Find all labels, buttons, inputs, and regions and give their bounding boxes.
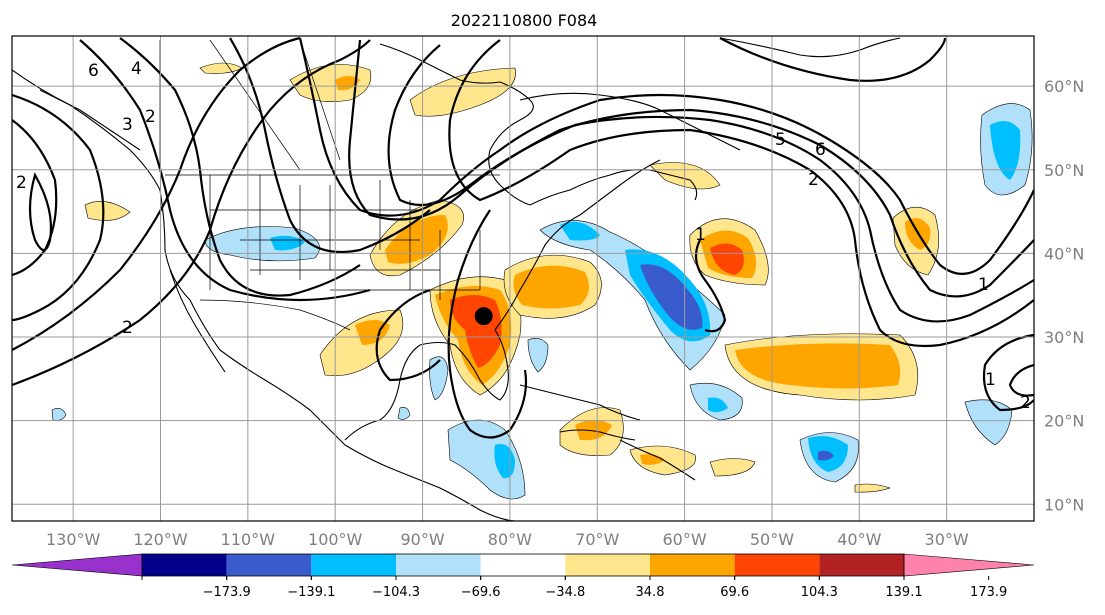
contour-label: 2 — [808, 170, 819, 190]
colorbar-segment — [396, 554, 481, 576]
negative-anomaly-region — [527, 338, 549, 373]
negative-anomaly-region — [560, 221, 600, 241]
positive-anomaly-region — [640, 454, 665, 465]
longitude-tick-label: 80°W — [488, 530, 532, 549]
contour-label: 2 — [122, 318, 133, 338]
latitude-tick-label: 40°N — [1044, 244, 1084, 263]
positive-anomaly-region — [575, 420, 612, 441]
contour-label: 1 — [695, 225, 706, 245]
colorbar-extend-min — [11, 553, 143, 577]
map-title: 2022110800 F084 — [451, 11, 598, 30]
longitude-tick-label: 130°W — [46, 530, 101, 549]
negative-anomaly-region — [708, 397, 728, 413]
contour-label: 6 — [815, 140, 826, 160]
contour-label: 3 — [122, 115, 133, 135]
positive-anomaly-region — [199, 62, 243, 74]
colorbar-segment — [650, 554, 735, 576]
positive-anomaly-region — [289, 64, 372, 102]
map-frame — [11, 35, 1035, 522]
contour-label: 6 — [88, 61, 99, 81]
colorbar — [11, 553, 1035, 580]
positive-anomaly-region — [513, 265, 589, 309]
map-panel: 6 4 2 3 2 2 5 6 2 1 1 2 1 — [11, 35, 1035, 522]
contour-label: 2 — [16, 173, 27, 193]
longitude-tick-label: 50°W — [750, 530, 794, 549]
colorbar-segment — [819, 554, 904, 576]
negative-anomaly-region — [397, 407, 411, 420]
colorbar-tick-label: 69.6 — [720, 585, 749, 600]
contour-label: 4 — [131, 59, 142, 79]
longitude-tick-label: 90°W — [400, 530, 444, 549]
longitude-tick-label: 110°W — [221, 530, 276, 549]
negative-anomaly-region — [447, 419, 526, 500]
positive-anomaly-region — [335, 76, 360, 91]
colorbar-tick-label: 104.3 — [801, 585, 838, 600]
negative-anomaly-region — [990, 121, 1021, 180]
negative-anomaly-region — [818, 450, 834, 461]
longitude-tick-label: 120°W — [133, 530, 188, 549]
colorbar-extend-max — [903, 553, 1035, 577]
longitude-tick-label: 60°W — [663, 530, 707, 549]
latitude-tick-label: 20°N — [1044, 412, 1084, 431]
negative-anomaly-region — [640, 264, 703, 330]
positive-anomaly-region — [854, 483, 891, 493]
colorbar-tick-label: 173.9 — [970, 585, 1007, 600]
negative-anomaly-region — [270, 235, 305, 251]
positive-anomaly-region — [385, 215, 448, 264]
longitude-tick-label: 40°W — [837, 530, 881, 549]
colorbar-tick-label: −34.8 — [545, 585, 585, 600]
contour-label: 2 — [1020, 393, 1031, 413]
coastlines — [12, 37, 901, 521]
positive-anomaly-region — [709, 458, 756, 477]
colorbar-segment — [142, 554, 227, 576]
colorbar-tick-label: −104.3 — [372, 585, 420, 600]
colorbar-segment — [311, 554, 396, 576]
colorbar-tick-label: −139.1 — [287, 585, 335, 600]
colorbar-tick-label: −69.6 — [461, 585, 501, 600]
latitude-tick-label: 10°N — [1044, 495, 1084, 514]
location-marker — [474, 307, 493, 326]
latitude-tick-label: 60°N — [1044, 77, 1084, 96]
latitude-tick-label: 30°N — [1044, 328, 1084, 347]
latitude-labels: 10°N 20°N 30°N 40°N 50°N 60°N — [1044, 77, 1084, 514]
gridlines — [12, 36, 1034, 521]
negative-anomaly-region — [51, 408, 67, 421]
colorbar-tick-label: −173.9 — [203, 585, 251, 600]
contour-labels: 6 4 2 3 2 2 5 6 2 1 1 2 1 — [16, 59, 1031, 413]
colorbar-segment — [565, 554, 650, 576]
longitude-tick-label: 100°W — [308, 530, 363, 549]
negative-anomaly-region — [429, 356, 449, 401]
longitude-tick-label: 30°W — [925, 530, 969, 549]
longitude-tick-label: 70°W — [575, 530, 619, 549]
colorbar-tick-label: 139.1 — [885, 585, 922, 600]
colorbar-segment — [480, 554, 566, 576]
colorbar-tick-label: 34.8 — [636, 585, 665, 600]
contour-label: 1 — [978, 275, 989, 295]
colorbar-tick-labels: −173.9 −139.1 −104.3 −69.6 −34.8 34.8 69.6 104.… — [203, 585, 1008, 600]
colorbar-segment — [734, 554, 820, 576]
negative-anomaly-region — [964, 399, 1013, 446]
colorbar-outline — [141, 553, 905, 577]
longitude-labels: 130°W 120°W 110°W 100°W 90°W 80°W 70°W 60°W 50°W… — [46, 530, 969, 549]
colorbar-segment — [226, 554, 312, 576]
latitude-tick-label: 50°N — [1044, 161, 1084, 180]
contour-label: 5 — [775, 130, 786, 150]
positive-anomaly-region — [710, 243, 744, 275]
contour-label: 2 — [145, 107, 156, 127]
contour-label: 1 — [985, 370, 996, 390]
positive-anomaly-region — [84, 200, 131, 221]
height-contours — [12, 36, 1034, 439]
positive-anomaly-region — [409, 67, 516, 117]
